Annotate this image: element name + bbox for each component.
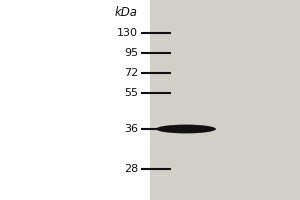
Ellipse shape [156, 125, 216, 133]
Text: 28: 28 [124, 164, 138, 174]
Text: 72: 72 [124, 68, 138, 78]
Text: 95: 95 [124, 48, 138, 58]
Bar [150, 0, 300, 200]
Text: 36: 36 [124, 124, 138, 134]
Text: kDa: kDa [115, 6, 138, 20]
Text: 130: 130 [117, 28, 138, 38]
Text: 55: 55 [124, 88, 138, 98]
